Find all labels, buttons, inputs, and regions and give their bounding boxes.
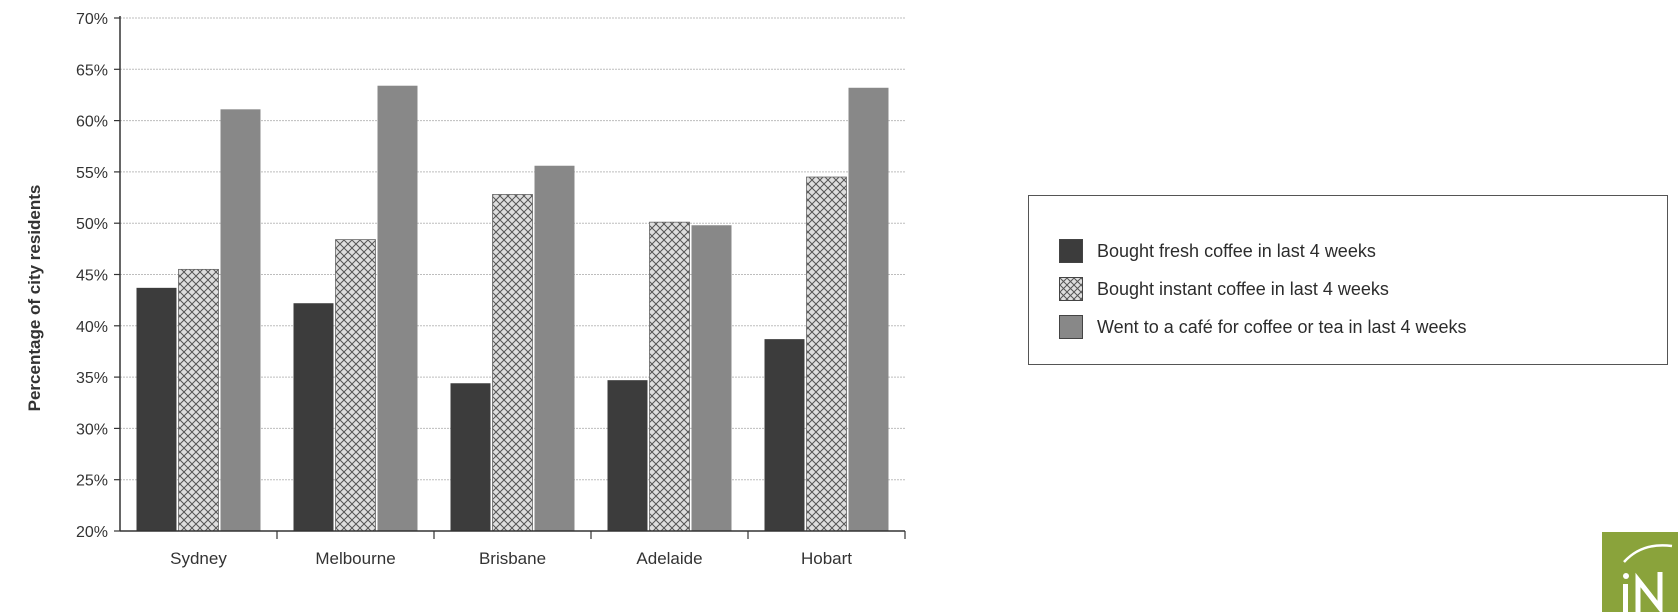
y-tick-label: 20% — [76, 524, 108, 541]
bar-melbourne-series-1 — [335, 239, 376, 532]
logo-icon — [1623, 544, 1673, 612]
bar-sydney-series-1 — [178, 268, 219, 532]
y-axis-label: Percentage of city residents — [25, 185, 44, 412]
x-tick-label: Sydney — [170, 549, 227, 568]
legend-label-cafe: Went to a café for coffee or tea in last… — [1097, 316, 1467, 337]
y-tick-label: 60% — [76, 114, 108, 131]
x-tick-label: Adelaide — [636, 549, 702, 568]
y-tick-label: 45% — [76, 268, 108, 285]
legend-swatch-cafe — [1059, 315, 1083, 339]
legend: Bought fresh coffee in last 4 weeks Boug… — [1028, 195, 1668, 365]
bar-adelaide-series-1 — [649, 221, 690, 532]
bar-hobart-series-2 — [848, 87, 889, 531]
bar-melbourne-series-0 — [293, 303, 334, 531]
bar-brisbane-series-2 — [534, 165, 575, 531]
bar-hobart-series-1 — [806, 176, 847, 532]
y-tick-label: 65% — [76, 62, 108, 79]
bar-brisbane-series-1 — [492, 194, 533, 532]
x-tick-label: Brisbane — [479, 549, 546, 568]
bar-sydney-series-0 — [136, 287, 177, 531]
y-tick-label: 25% — [76, 473, 108, 490]
y-tick-label: 50% — [76, 216, 108, 233]
y-tick-label: 70% — [76, 11, 108, 28]
bar-melbourne-series-2 — [377, 85, 418, 531]
x-tick-label: Melbourne — [315, 549, 395, 568]
y-tick-label: 35% — [76, 370, 108, 387]
bar-adelaide-series-0 — [607, 380, 648, 531]
bar-sydney-series-2 — [220, 109, 261, 532]
bar-brisbane-series-0 — [450, 383, 491, 531]
y-tick-label: 40% — [76, 319, 108, 336]
bar-hobart-series-0 — [764, 339, 805, 531]
legend-item-instant: Bought instant coffee in last 4 weeks — [1059, 276, 1389, 302]
legend-item-fresh: Bought fresh coffee in last 4 weeks — [1059, 238, 1376, 264]
y-tick-label: 55% — [76, 165, 108, 182]
x-tick-label: Hobart — [801, 549, 852, 568]
bar-adelaide-series-2 — [691, 225, 732, 531]
legend-label-instant: Bought instant coffee in last 4 weeks — [1097, 278, 1389, 299]
legend-label-fresh: Bought fresh coffee in last 4 weeks — [1097, 240, 1376, 261]
brand-logo — [1602, 532, 1678, 612]
legend-item-cafe: Went to a café for coffee or tea in last… — [1059, 314, 1467, 340]
legend-swatch-instant — [1059, 277, 1083, 301]
y-tick-label: 30% — [76, 421, 108, 438]
legend-swatch-fresh — [1059, 239, 1083, 263]
